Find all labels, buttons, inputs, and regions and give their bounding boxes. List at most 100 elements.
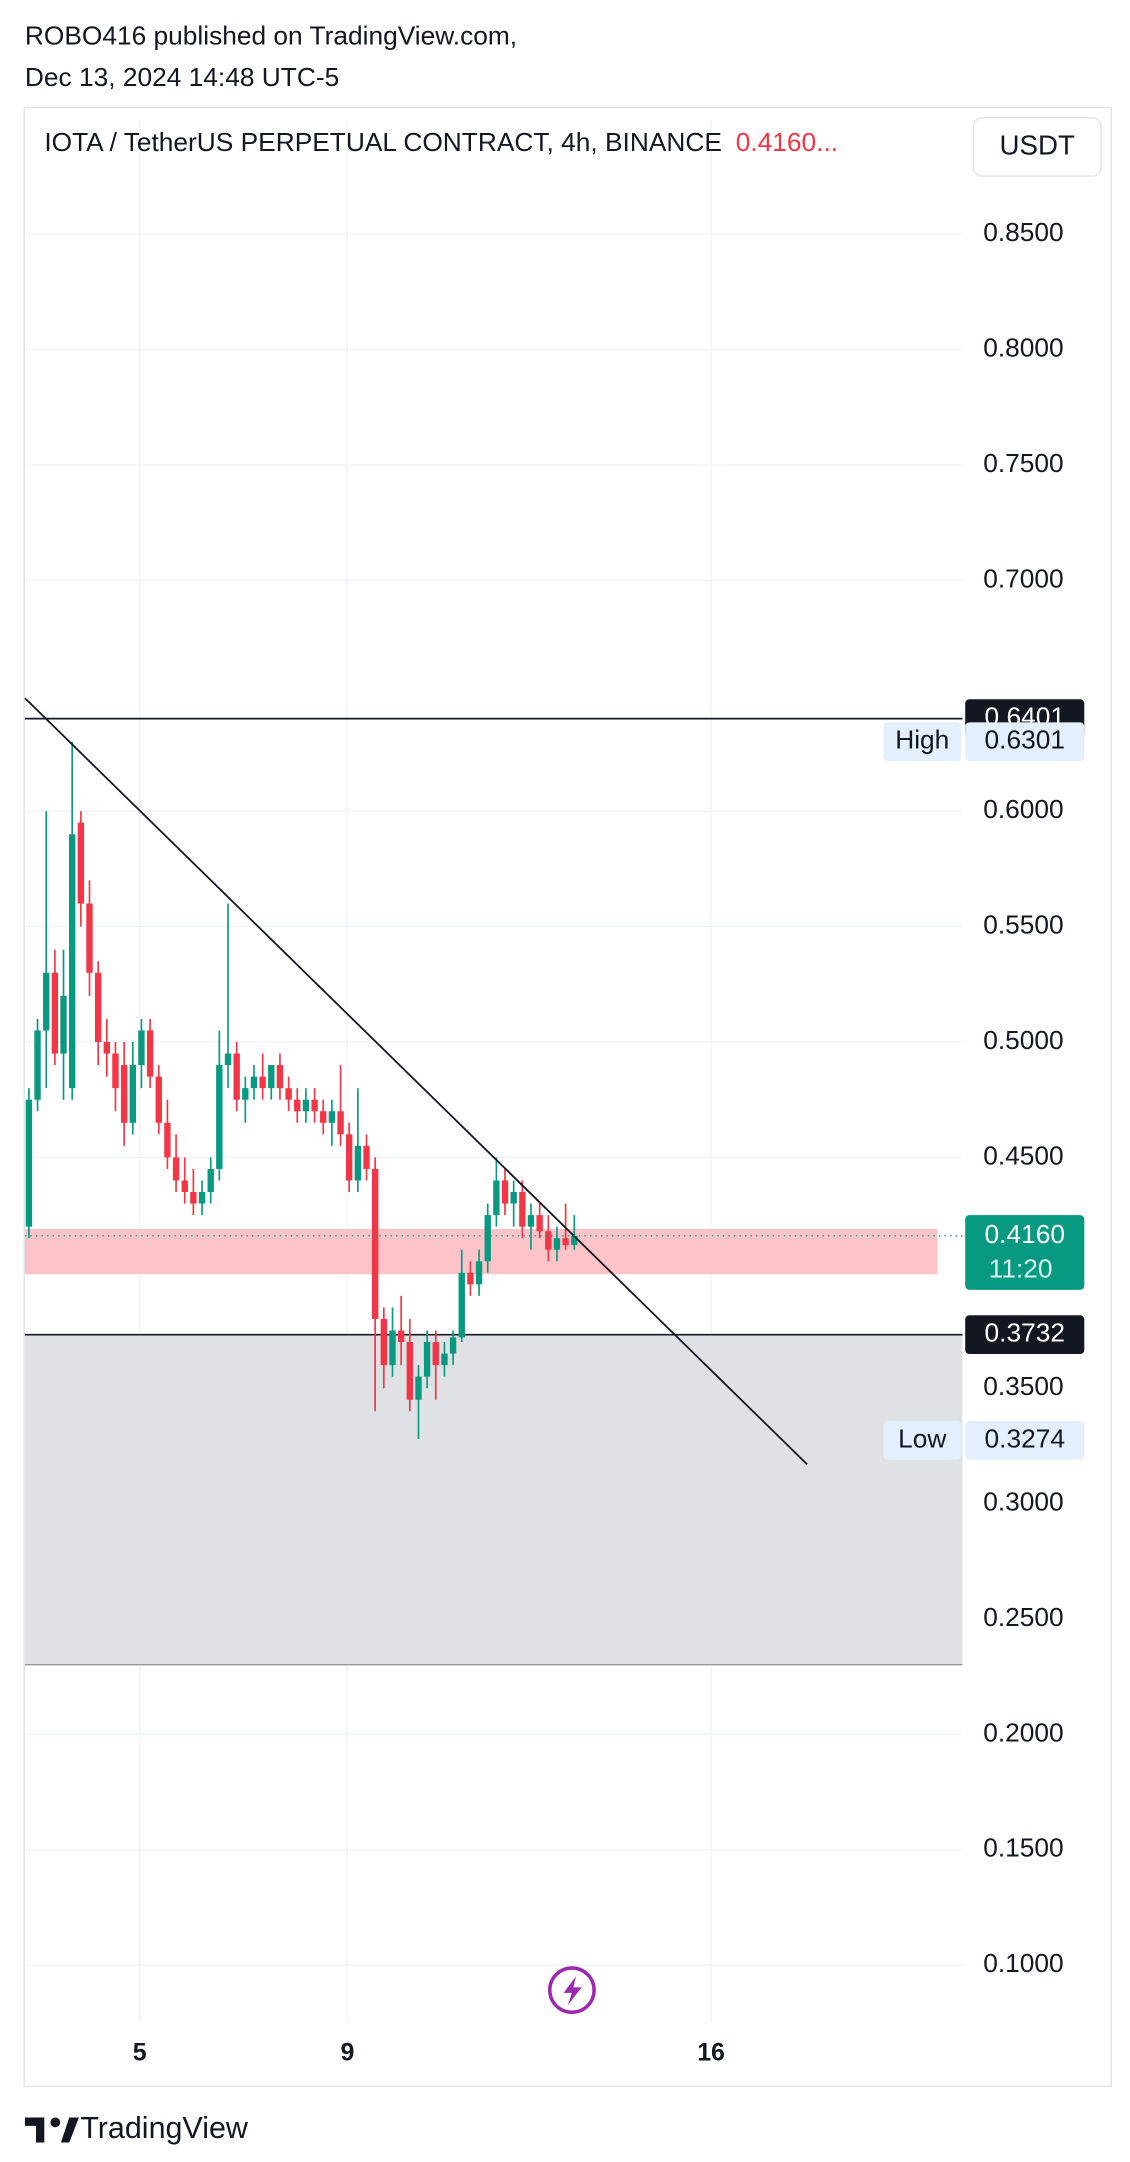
candle-body	[545, 1231, 552, 1250]
candle-body	[493, 1180, 500, 1216]
candle-body	[519, 1192, 526, 1227]
candle-body	[536, 1215, 543, 1232]
extreme-name: High	[895, 725, 949, 755]
candle-body	[69, 834, 76, 1089]
candle-body	[250, 1076, 258, 1089]
y-tick-label: 0.8000	[983, 333, 1063, 363]
zone	[24, 1334, 963, 1665]
candle-body	[415, 1376, 422, 1400]
candle-body	[276, 1065, 284, 1089]
brand: TradingView	[80, 2111, 249, 2145]
candle-body	[172, 1157, 180, 1181]
extreme-value-box	[965, 1420, 1085, 1460]
title-price: 0.4160...	[736, 127, 838, 157]
candle-body	[268, 1065, 275, 1089]
countdown: 11:20	[989, 1253, 1053, 1283]
candle-body	[371, 1168, 379, 1319]
trendline	[24, 697, 808, 1466]
candle-body	[475, 1261, 483, 1285]
candle-body	[259, 1076, 266, 1089]
candle-body	[224, 1053, 232, 1066]
chart-frame	[23, 106, 1112, 2088]
extreme-name-box	[883, 722, 962, 762]
x-tick-label: 5	[133, 2038, 147, 2066]
candle-body	[467, 1272, 474, 1285]
extreme-value: 0.3274	[985, 1423, 1065, 1453]
candle-body	[510, 1192, 517, 1204]
candle-body	[346, 1134, 353, 1181]
currency-button[interactable]	[972, 117, 1102, 177]
candle-body	[43, 972, 50, 1031]
candle-body	[198, 1192, 206, 1204]
candle-body	[285, 1088, 292, 1100]
logo	[24, 2117, 79, 2143]
candle-body	[103, 1041, 111, 1054]
candle-body	[441, 1353, 448, 1366]
candle-body	[138, 1030, 145, 1066]
extreme-value: 0.6301	[985, 725, 1065, 755]
extreme-value-box	[965, 722, 1085, 762]
currency: USDT	[1000, 129, 1075, 160]
level-label-box	[965, 1315, 1085, 1355]
candle-body	[233, 1053, 240, 1100]
candle-body	[302, 1099, 310, 1112]
y-tick-label: 0.4500	[983, 1140, 1063, 1170]
level-label: 0.3732	[985, 1318, 1065, 1348]
current-price-box	[965, 1215, 1085, 1290]
extreme-name-box	[883, 1420, 962, 1460]
candle-body	[190, 1192, 197, 1204]
candle-body	[328, 1111, 336, 1123]
y-tick-label: 0.7000	[983, 563, 1063, 593]
candle-body	[432, 1342, 439, 1366]
plot: 0.8500 0.8000 0.7500 0.7000 0.6000 0.5500 0.50…	[24, 120, 1085, 2066]
y-tick-label: 0.7500	[983, 448, 1063, 478]
candle-body	[311, 1099, 318, 1112]
candle-body	[389, 1330, 396, 1366]
candle-body	[397, 1330, 405, 1343]
candle-body	[34, 1030, 41, 1100]
candle-body	[363, 1145, 370, 1169]
y-tick-label: 0.3500	[983, 1371, 1063, 1401]
y-tick-label: 0.2500	[983, 1602, 1063, 1632]
candle-body	[216, 1065, 223, 1169]
candle-body	[484, 1215, 491, 1262]
candle-body	[337, 1111, 344, 1135]
candle-body	[562, 1238, 569, 1246]
chart-title: IOTA / TetherUS PERPETUAL CONTRACT, 4h, …	[44, 127, 722, 157]
candle-body	[25, 1099, 33, 1227]
candle-body	[571, 1235, 578, 1246]
candle-body	[164, 1122, 171, 1158]
y-tick-label: 0.5000	[983, 1025, 1063, 1055]
candle-body	[60, 995, 67, 1054]
y-tick-label: 0.1500	[983, 1833, 1063, 1863]
current-price-label: 0.4160	[985, 1219, 1065, 1249]
candle-body	[112, 1053, 119, 1089]
candle-body	[527, 1215, 535, 1227]
candle-body	[294, 1099, 301, 1112]
y-tick-label: 0.2000	[983, 1717, 1063, 1747]
candle-body	[242, 1088, 249, 1100]
candle-body	[86, 903, 93, 973]
publish-date: Dec 13, 2024 14:48 UTC-5	[25, 62, 339, 92]
y-tick-label: 0.8500	[983, 217, 1063, 247]
lightning-icon	[548, 1966, 596, 2015]
y-tick-label: 0.1000	[983, 1948, 1063, 1978]
candle-body	[354, 1145, 362, 1181]
candle-body	[423, 1342, 431, 1377]
candle-body	[120, 1065, 128, 1123]
candle-body	[449, 1337, 457, 1354]
candle-body	[77, 822, 85, 904]
candle-body	[458, 1272, 465, 1338]
candle-body	[501, 1180, 509, 1204]
candle-body	[129, 1065, 136, 1123]
candle-body	[406, 1342, 413, 1400]
x-tick-label: 16	[697, 2038, 725, 2066]
candle-body	[155, 1076, 162, 1123]
y-tick-label: 0.6000	[983, 794, 1063, 824]
y-tick-label: 0.5500	[983, 910, 1063, 940]
candle-body	[380, 1318, 388, 1366]
x-tick-label: 9	[341, 2038, 355, 2066]
candle-body	[51, 972, 59, 1054]
